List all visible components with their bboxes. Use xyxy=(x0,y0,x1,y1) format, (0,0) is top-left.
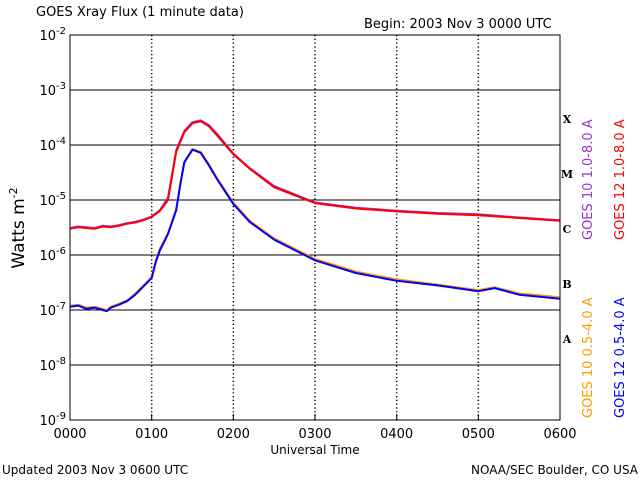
y-axis-label-main: Watts m xyxy=(9,198,29,268)
y-tick-label: 10-7 xyxy=(39,301,66,319)
data-series xyxy=(69,119,561,313)
source-footer: NOAA/SEC Boulder, CO USA xyxy=(471,463,639,477)
chart-title: GOES Xray Flux (1 minute data) xyxy=(36,5,244,20)
y-tick-label: 10-3 xyxy=(39,81,66,99)
x-tick-label: 0300 xyxy=(298,427,331,442)
series-line xyxy=(69,119,561,229)
flare-class-label: X xyxy=(563,113,572,126)
legend-entry: GOES 10 1.0-8.0 A xyxy=(581,119,596,240)
x-tick-label: 0200 xyxy=(217,427,250,442)
flare-class-label: C xyxy=(563,223,572,236)
flare-class-labels: X M C B A xyxy=(561,113,573,346)
y-axis-ticks: 10-2 10-3 10-4 10-5 10-6 10-7 10-8 10-9 xyxy=(39,26,560,429)
x-tick-label: 0600 xyxy=(543,427,576,442)
begin-label: Begin: 2003 Nov 3 0000 UTC xyxy=(364,17,552,32)
flare-class-label: A xyxy=(562,333,572,346)
x-axis-label: Universal Time xyxy=(270,443,359,457)
x-axis-ticks: 0000 0100 0200 0300 0400 0500 0600 xyxy=(53,414,577,442)
flare-class-label: M xyxy=(561,168,573,181)
x-tick-label: 0500 xyxy=(462,427,495,442)
chart-grid xyxy=(70,34,560,421)
series-line xyxy=(69,120,561,230)
y-tick-label: 10-8 xyxy=(39,356,66,374)
series-line xyxy=(69,148,561,313)
legend-entry: GOES 12 1.0-8.0 A xyxy=(613,119,628,240)
y-tick-label: 10-4 xyxy=(39,136,66,154)
updated-footer: Updated 2003 Nov 3 0600 UTC xyxy=(2,463,188,477)
x-tick-label: 0100 xyxy=(135,427,168,442)
flare-class-label: B xyxy=(562,278,571,291)
x-tick-label: 0400 xyxy=(380,427,413,442)
legend: GOES 10 1.0-8.0 A GOES 12 1.0-8.0 A GOES 1… xyxy=(581,119,628,418)
y-tick-label: 10-6 xyxy=(39,246,66,264)
legend-entry: GOES 12 0.5-4.0 A xyxy=(613,297,628,418)
y-tick-label: 10-9 xyxy=(39,411,66,429)
y-axis-label-exponent: -2 xyxy=(7,187,20,198)
y-tick-label: 10-2 xyxy=(39,26,66,44)
plot-frame xyxy=(69,34,561,421)
legend-entry: GOES 10 0.5-4.0 A xyxy=(581,297,596,418)
y-axis-label: Watts m-2 xyxy=(7,187,29,268)
svg-text:Watts m-2: Watts m-2 xyxy=(7,187,29,268)
x-tick-label: 0000 xyxy=(53,427,86,442)
y-tick-label: 10-5 xyxy=(39,191,66,209)
